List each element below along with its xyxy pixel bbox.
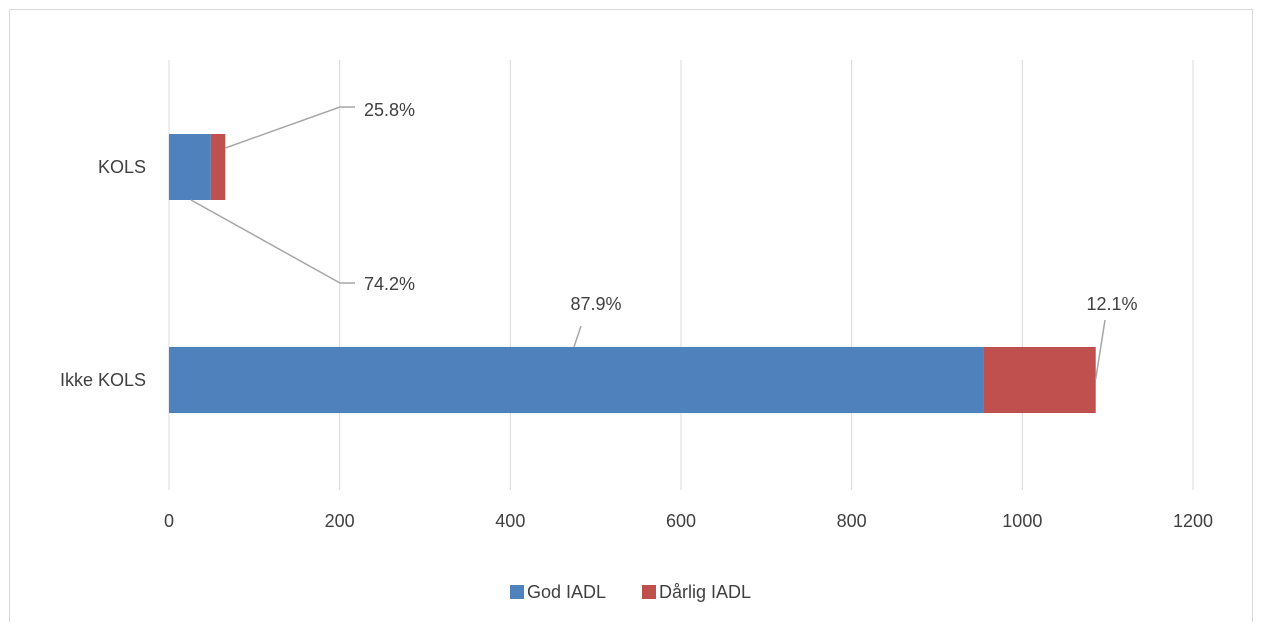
data-label: 12.1% bbox=[1086, 294, 1137, 314]
legend-swatch bbox=[642, 585, 656, 599]
x-tick-label: 400 bbox=[495, 511, 525, 531]
bar-segment bbox=[169, 347, 984, 413]
labels: 0 200 400 600 800 1000 1200 KOLS Ikke KOLS 25.8% 7… bbox=[60, 100, 1213, 531]
bar-segment bbox=[210, 134, 226, 200]
leader-line bbox=[573, 325, 582, 348]
data-label: 87.9% bbox=[570, 294, 621, 314]
leader-line bbox=[225, 106, 355, 149]
x-tick-label: 800 bbox=[837, 511, 867, 531]
bars bbox=[169, 134, 1096, 413]
leader-lines bbox=[190, 106, 1106, 380]
data-label: 25.8% bbox=[364, 100, 415, 120]
leader-line bbox=[1094, 319, 1106, 380]
legend-swatch bbox=[510, 585, 524, 599]
x-tick-label: 600 bbox=[666, 511, 696, 531]
gridlines bbox=[168, 60, 1194, 490]
legend: God IADL Dårlig IADL bbox=[510, 582, 751, 602]
x-tick-label: 1200 bbox=[1173, 511, 1213, 531]
leader-line bbox=[190, 199, 355, 284]
legend-label: God IADL bbox=[527, 582, 606, 602]
x-tick-label: 1000 bbox=[1002, 511, 1042, 531]
category-label: KOLS bbox=[98, 157, 146, 177]
legend-label: Dårlig IADL bbox=[659, 582, 751, 602]
bar-segment bbox=[169, 134, 211, 200]
x-tick-label: 0 bbox=[164, 511, 174, 531]
category-label: Ikke KOLS bbox=[60, 370, 146, 390]
x-tick-label: 200 bbox=[325, 511, 355, 531]
bar-segment bbox=[983, 347, 1096, 413]
chart-area bbox=[9, 9, 1253, 622]
data-label: 74.2% bbox=[364, 274, 415, 294]
